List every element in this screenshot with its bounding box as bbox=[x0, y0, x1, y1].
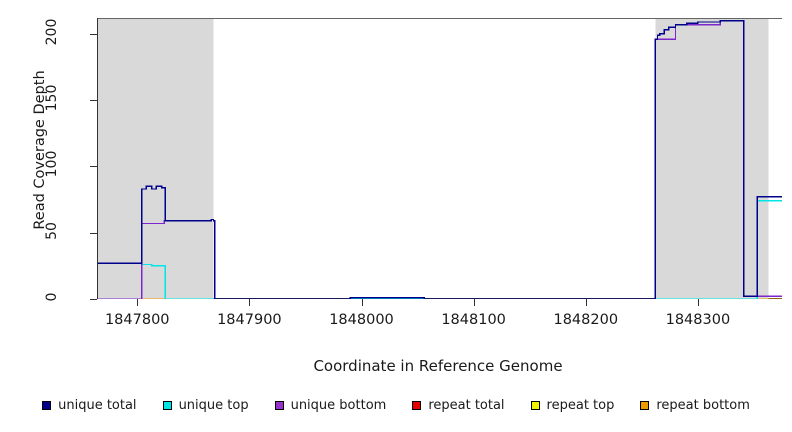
legend-swatch-icon bbox=[640, 401, 650, 410]
legend-label: unique top bbox=[178, 398, 249, 413]
plot-area bbox=[98, 18, 782, 299]
y-tick-label: 200 bbox=[44, 18, 60, 46]
y-tick-label: 50 bbox=[44, 221, 60, 240]
y-tick-mark bbox=[90, 232, 97, 234]
x-tick-label: 1847800 bbox=[104, 312, 170, 328]
y-tick-mark bbox=[90, 166, 97, 168]
legend-label: repeat top bbox=[546, 398, 615, 413]
legend-item: unique top bbox=[162, 398, 249, 413]
x-tick-label: 1848300 bbox=[665, 312, 731, 328]
legend-label: repeat total bbox=[428, 398, 505, 413]
legend-label: repeat bottom bbox=[656, 398, 750, 413]
legend-item: unique total bbox=[42, 398, 137, 413]
x-tick-label: 1847900 bbox=[217, 312, 282, 328]
x-tick-mark bbox=[137, 299, 139, 306]
legend-swatch-icon bbox=[162, 401, 172, 410]
x-axis-title: Coordinate in Reference Genome bbox=[313, 357, 563, 375]
x-tick-mark bbox=[473, 299, 475, 306]
legend-swatch-icon bbox=[42, 401, 52, 410]
x-tick-mark bbox=[585, 299, 587, 306]
y-tick-mark bbox=[90, 100, 97, 102]
y-tick-label: 150 bbox=[44, 84, 60, 112]
legend-swatch-icon bbox=[530, 401, 540, 410]
y-tick-label: 0 bbox=[44, 292, 60, 302]
chart-legend: unique total unique top unique bottom repea… bbox=[0, 398, 792, 413]
x-tick-mark bbox=[361, 299, 363, 306]
shaded-region bbox=[655, 18, 769, 299]
shaded-region bbox=[98, 18, 214, 299]
y-tick-mark bbox=[90, 299, 97, 300]
x-tick-label: 1848200 bbox=[553, 312, 619, 328]
plot-svg bbox=[98, 18, 782, 299]
x-tick-label: 1848000 bbox=[329, 312, 394, 328]
series-line-unique-total bbox=[98, 19, 782, 299]
legend-label: unique bottom bbox=[290, 398, 387, 413]
x-tick-mark bbox=[249, 299, 251, 306]
legend-item: repeat total bbox=[412, 398, 505, 413]
y-tick-mark bbox=[90, 33, 97, 35]
legend-swatch-icon bbox=[274, 401, 284, 410]
legend-item: unique bottom bbox=[274, 398, 387, 413]
legend-label: unique total bbox=[58, 398, 137, 413]
legend-item: repeat top bbox=[530, 398, 615, 413]
x-tick-mark bbox=[697, 299, 699, 306]
legend-item: repeat bottom bbox=[640, 398, 750, 413]
y-axis-line bbox=[97, 18, 98, 299]
y-tick-label: 100 bbox=[44, 151, 60, 178]
legend-swatch-icon bbox=[412, 401, 422, 410]
x-tick-label: 1848100 bbox=[441, 312, 506, 328]
